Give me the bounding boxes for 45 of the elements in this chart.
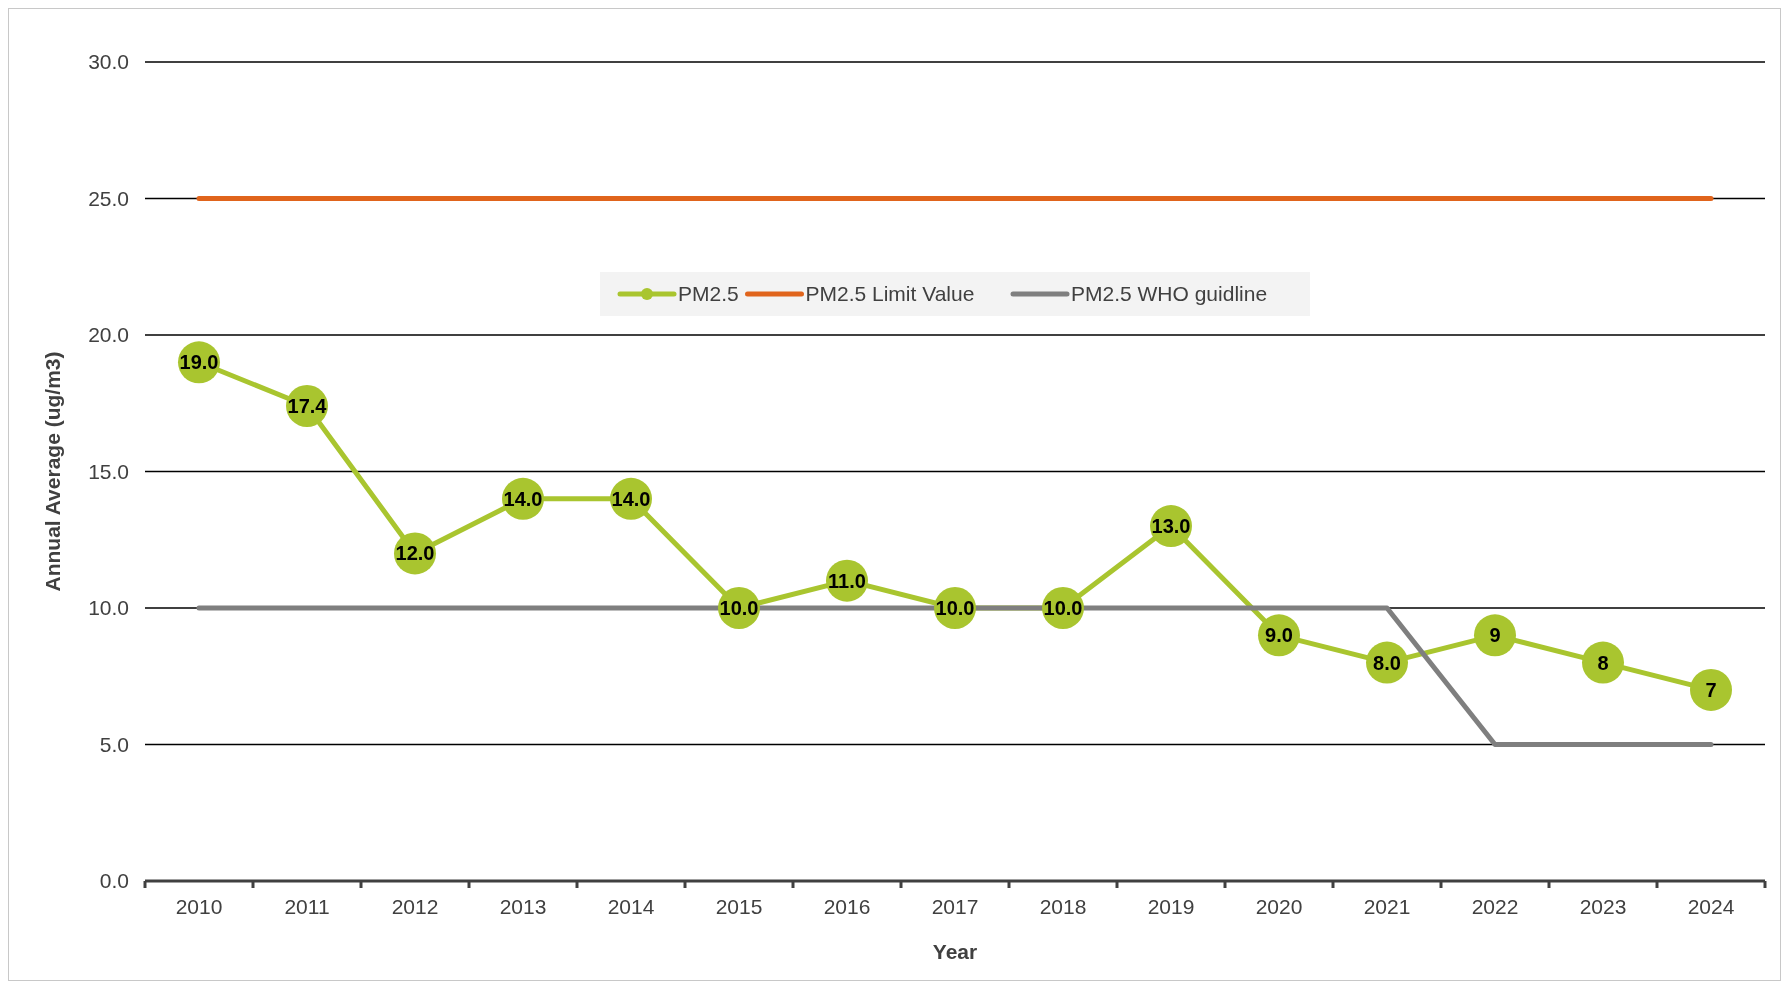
x-tick-label: 2019	[1147, 895, 1195, 918]
y-tick-label: 15.0	[88, 459, 129, 483]
x-tick-label: 2016	[823, 895, 871, 918]
x-axis-title: Year	[932, 940, 978, 963]
point	[1582, 641, 1624, 684]
y-tick-label: 20.0	[88, 323, 129, 347]
x-tick-label: 2021	[1363, 895, 1411, 918]
x-tick-label: 2024	[1687, 895, 1735, 918]
legend-label: PM2.5	[678, 282, 739, 306]
legend-label: PM2.5 Limit Value	[805, 282, 975, 306]
data-label: 19.0	[179, 351, 219, 374]
data-label: 10.0	[1043, 597, 1083, 619]
x-tick-label: 2017	[931, 895, 979, 918]
x-tick-label: 2013	[499, 895, 547, 918]
x-tick-label: 2012	[391, 895, 439, 918]
data-label: 11.0	[828, 569, 866, 592]
data-label: 9	[1489, 624, 1501, 647]
y-tick-label: 0.0	[99, 869, 129, 893]
data-label: 12.0	[395, 542, 435, 565]
data-label: 10.0	[719, 597, 759, 619]
y-tick-label: 5.0	[99, 732, 129, 756]
data-label: 8.0	[1373, 651, 1401, 674]
data-label: 14.0	[611, 487, 651, 510]
x-tick-label: 2022	[1471, 895, 1519, 918]
x-tick-label: 2023	[1579, 895, 1627, 918]
x-tick-label: 2014	[607, 895, 655, 918]
y-tick-label: 30.0	[88, 50, 129, 74]
y-tick-label: 25.0	[88, 186, 129, 210]
data-label: 17.4	[287, 394, 328, 417]
data-label: 9.0	[1265, 624, 1293, 647]
data-label: 8	[1597, 651, 1609, 674]
x-tick-label: 2020	[1255, 895, 1303, 918]
legend-label: PM2.5 WHO guidline	[1071, 282, 1268, 306]
data-label: 10.0	[935, 597, 975, 619]
y-axis-title: Annual Average (ug/m3)	[41, 351, 64, 592]
x-tick-label: 2010	[175, 895, 223, 918]
x-tick-label: 2011	[284, 895, 330, 918]
y-tick-label: 10.0	[88, 596, 129, 620]
data-label: 13.0	[1151, 515, 1191, 538]
x-tick-label: 2018	[1039, 895, 1087, 918]
point	[1474, 614, 1516, 657]
data-label: 14.0	[503, 487, 543, 510]
data-label: 7	[1705, 678, 1717, 701]
point	[1690, 668, 1732, 711]
x-tick-label: 2015	[715, 895, 763, 918]
